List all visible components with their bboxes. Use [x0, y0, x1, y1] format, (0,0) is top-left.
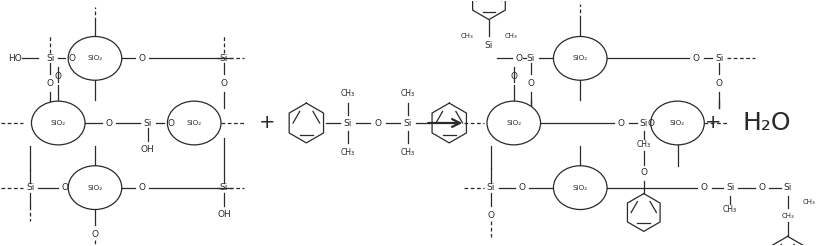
Text: O: O: [701, 183, 708, 192]
Text: O: O: [618, 119, 624, 127]
Text: O: O: [716, 79, 723, 88]
Text: Si: Si: [46, 54, 55, 63]
Ellipse shape: [487, 101, 541, 145]
Text: CH₃: CH₃: [636, 140, 651, 149]
Text: O: O: [516, 54, 522, 63]
Text: OH: OH: [217, 210, 231, 219]
Text: HO: HO: [7, 54, 21, 63]
Text: SiO₂: SiO₂: [51, 120, 66, 126]
Text: SiO₂: SiO₂: [507, 120, 521, 126]
Text: +: +: [258, 113, 275, 133]
Text: SiO₂: SiO₂: [573, 185, 587, 191]
Text: SiO₂: SiO₂: [670, 120, 685, 126]
Text: Si: Si: [484, 41, 493, 50]
Text: O: O: [62, 183, 69, 192]
Ellipse shape: [32, 101, 85, 145]
Ellipse shape: [167, 101, 221, 145]
Text: OH: OH: [141, 145, 154, 154]
Text: Si: Si: [220, 183, 228, 192]
Text: SiO₂: SiO₂: [87, 55, 103, 61]
Text: CH₃: CH₃: [781, 214, 794, 219]
Text: O: O: [648, 119, 655, 127]
Text: O: O: [55, 72, 62, 81]
Text: Si: Si: [715, 54, 723, 63]
Text: SiO₂: SiO₂: [573, 55, 587, 61]
Text: CH₃: CH₃: [341, 148, 355, 157]
Text: O: O: [167, 119, 175, 127]
Text: Si: Si: [26, 183, 34, 192]
Text: O: O: [47, 79, 54, 88]
Text: O: O: [69, 54, 76, 63]
Text: +: +: [705, 113, 721, 133]
Text: O: O: [138, 183, 145, 192]
Ellipse shape: [553, 36, 607, 80]
Text: O: O: [138, 54, 145, 63]
Text: O: O: [374, 119, 382, 127]
Text: O: O: [92, 230, 99, 239]
Text: O: O: [758, 183, 766, 192]
Text: O: O: [641, 168, 647, 177]
Text: CH₃: CH₃: [400, 148, 415, 157]
Ellipse shape: [68, 36, 122, 80]
Text: CH₃: CH₃: [504, 33, 517, 40]
Text: CH₃: CH₃: [341, 89, 355, 98]
Text: Si: Si: [640, 119, 648, 127]
Text: CH₃: CH₃: [461, 33, 474, 40]
Text: Si: Si: [784, 183, 792, 192]
Text: Si: Si: [404, 119, 412, 127]
Text: Si: Si: [344, 119, 352, 127]
Text: Si: Si: [726, 183, 734, 192]
Ellipse shape: [650, 101, 704, 145]
Text: Si: Si: [487, 183, 495, 192]
Text: Si: Si: [143, 119, 152, 127]
Text: O: O: [221, 79, 227, 88]
Text: CH₃: CH₃: [723, 205, 737, 214]
Text: CH₃: CH₃: [803, 199, 816, 205]
Text: O: O: [488, 211, 494, 220]
Text: SiO₂: SiO₂: [186, 120, 202, 126]
Text: O: O: [527, 79, 534, 88]
Ellipse shape: [68, 166, 122, 210]
Text: O: O: [518, 183, 525, 192]
Text: O: O: [511, 72, 517, 81]
Text: CH₃: CH₃: [400, 89, 415, 98]
Text: O: O: [693, 54, 700, 63]
Text: Si: Si: [220, 54, 228, 63]
Ellipse shape: [553, 166, 607, 210]
Text: SiO₂: SiO₂: [87, 185, 103, 191]
Text: H₂O: H₂O: [743, 111, 791, 135]
Text: Si: Si: [526, 54, 535, 63]
Text: O: O: [105, 119, 113, 127]
